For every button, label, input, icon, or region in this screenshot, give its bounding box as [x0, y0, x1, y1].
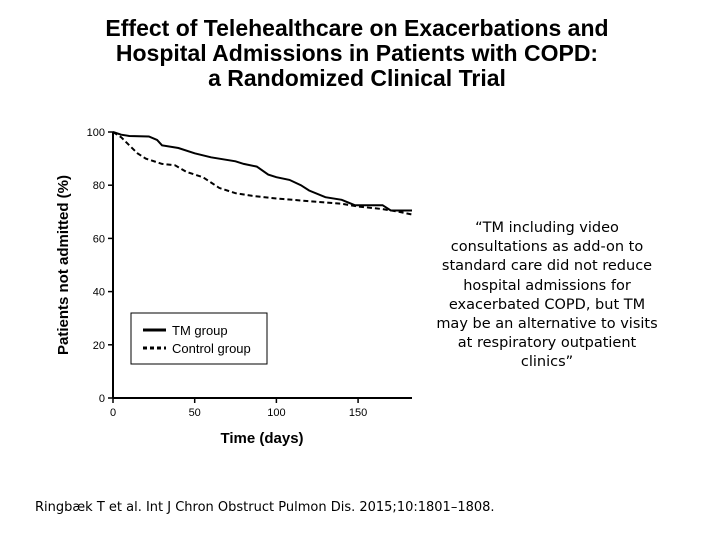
quote-line: hospital admissions for	[463, 277, 631, 294]
slide-title: Effect of Telehealthcare on Exacerbation…	[0, 16, 714, 91]
series-line-tm-group	[112, 131, 412, 212]
axes: 0 20 40 60 80 100 0 50 100 150	[87, 127, 412, 419]
quote-line: clinics”	[520, 354, 574, 371]
quote-line: consultations as add-on to	[450, 239, 644, 256]
title-line-2: Hospital Admissions in Patients with COP…	[115, 40, 599, 66]
legend-box	[130, 312, 268, 365]
series-line-control-group	[112, 131, 413, 216]
y-tick-label: 60	[93, 233, 105, 245]
y-tick-label: 0	[99, 393, 105, 405]
quote: “TM including video consultations as add…	[430, 219, 664, 373]
x-tick-label: 100	[267, 407, 285, 419]
y-tick-label: 40	[93, 287, 105, 299]
legend: TM group Control group	[130, 312, 268, 365]
quote-line: exacerbated COPD, but TM	[448, 296, 646, 313]
legend-label-control: Control group	[172, 341, 251, 356]
quote-line: standard care did not reduce	[441, 258, 653, 275]
x-axis-label: Time (days)	[220, 430, 303, 447]
quote-line: “TM including video	[475, 220, 619, 236]
x-tick-label: 50	[189, 407, 201, 419]
legend-label-tm: TM group	[172, 323, 228, 338]
title-line-1: Effect of Telehealthcare on Exacerbation…	[105, 15, 609, 41]
y-tick-label: 20	[93, 340, 105, 352]
quote-line: may be an alternative to visits	[436, 316, 658, 333]
series-lines	[112, 131, 413, 216]
y-tick-label: 100	[87, 127, 105, 139]
y-axis-label: Patients not admitted (%)	[55, 175, 72, 355]
x-tick-label: 0	[110, 407, 116, 419]
x-tick-label: 150	[349, 407, 367, 419]
title-line-3: a Randomized Clinical Trial	[208, 65, 506, 91]
y-tick-label: 80	[93, 180, 105, 192]
quote-line: at respiratory outpatient	[457, 335, 637, 352]
citation: Ringbæk T et al. Int J Chron Obstruct Pu…	[35, 500, 495, 515]
